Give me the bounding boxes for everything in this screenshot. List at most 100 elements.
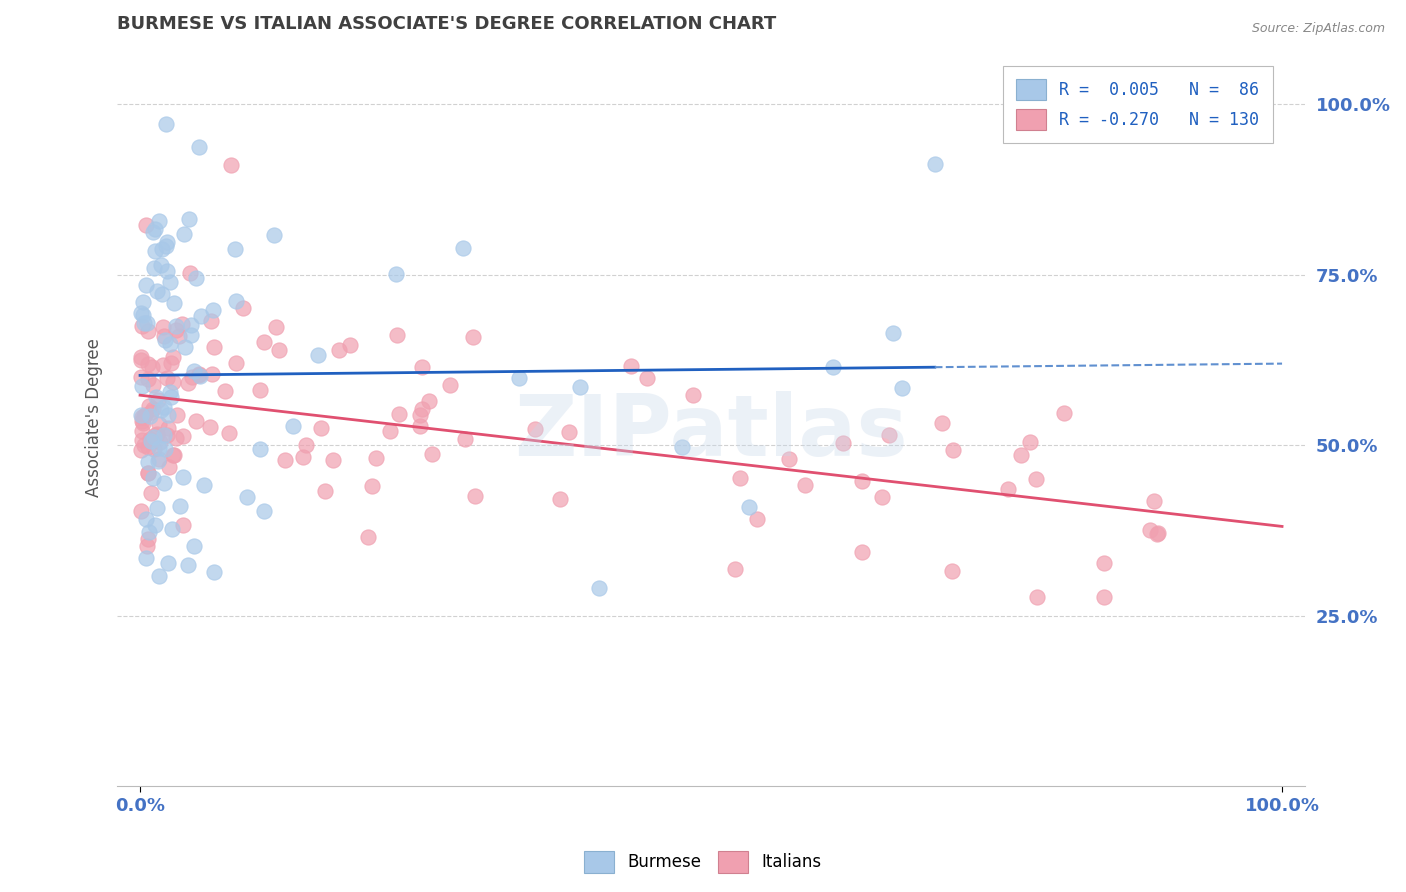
Point bbox=[388, 407, 411, 421]
Point bbox=[172, 470, 194, 484]
Point bbox=[136, 357, 159, 371]
Point bbox=[1143, 494, 1166, 508]
Point bbox=[1092, 590, 1115, 604]
Point bbox=[138, 466, 160, 480]
Point bbox=[730, 471, 752, 485]
Point bbox=[387, 327, 409, 342]
Point bbox=[794, 478, 817, 492]
Point bbox=[165, 318, 187, 333]
Point bbox=[747, 512, 769, 526]
Point bbox=[169, 499, 191, 513]
Point bbox=[131, 318, 153, 333]
Point bbox=[134, 438, 156, 452]
Point bbox=[180, 328, 202, 343]
Point bbox=[380, 424, 402, 438]
Point bbox=[156, 409, 179, 423]
Point bbox=[1026, 591, 1049, 605]
Point bbox=[156, 370, 179, 384]
Point bbox=[165, 323, 187, 337]
Point bbox=[588, 581, 610, 595]
Point bbox=[225, 357, 247, 371]
Point bbox=[129, 370, 152, 384]
Point bbox=[148, 441, 170, 455]
Point bbox=[174, 340, 197, 354]
Point bbox=[179, 266, 201, 280]
Point bbox=[266, 319, 288, 334]
Point bbox=[738, 500, 761, 514]
Point bbox=[153, 442, 176, 456]
Point bbox=[160, 523, 183, 537]
Point bbox=[439, 377, 461, 392]
Point bbox=[411, 401, 433, 416]
Point bbox=[129, 306, 152, 320]
Point bbox=[132, 294, 155, 309]
Point bbox=[159, 385, 181, 400]
Point bbox=[201, 367, 224, 381]
Point bbox=[129, 350, 152, 364]
Point bbox=[131, 425, 153, 439]
Legend: R =  0.005   N =  86, R = -0.270   N = 130: R = 0.005 N = 86, R = -0.270 N = 130 bbox=[1002, 65, 1272, 144]
Point bbox=[924, 157, 946, 171]
Point bbox=[253, 504, 276, 518]
Point bbox=[149, 434, 172, 449]
Point bbox=[249, 383, 271, 397]
Point bbox=[129, 352, 152, 367]
Point bbox=[138, 524, 160, 539]
Point bbox=[143, 221, 166, 235]
Point bbox=[225, 293, 247, 308]
Point bbox=[224, 242, 246, 256]
Point bbox=[143, 244, 166, 258]
Point bbox=[942, 442, 965, 457]
Point bbox=[201, 303, 224, 318]
Point bbox=[172, 429, 194, 443]
Point bbox=[138, 409, 160, 424]
Point bbox=[941, 564, 963, 578]
Point bbox=[292, 450, 315, 464]
Point bbox=[131, 414, 153, 428]
Point bbox=[179, 212, 201, 227]
Point bbox=[153, 333, 176, 347]
Point bbox=[148, 417, 170, 431]
Point bbox=[307, 348, 329, 362]
Point bbox=[153, 475, 176, 490]
Point bbox=[202, 340, 225, 354]
Point bbox=[870, 490, 893, 504]
Point bbox=[146, 427, 169, 442]
Point bbox=[139, 405, 162, 419]
Point bbox=[409, 408, 432, 422]
Point bbox=[172, 517, 194, 532]
Point bbox=[131, 433, 153, 447]
Point bbox=[166, 408, 188, 422]
Point bbox=[152, 400, 174, 414]
Point bbox=[464, 489, 486, 503]
Point bbox=[461, 329, 484, 343]
Point bbox=[184, 415, 207, 429]
Point bbox=[132, 316, 155, 330]
Point bbox=[411, 359, 433, 374]
Point bbox=[142, 377, 165, 392]
Point bbox=[274, 453, 297, 467]
Point bbox=[364, 450, 387, 465]
Point bbox=[931, 416, 953, 430]
Point bbox=[339, 337, 361, 351]
Point bbox=[524, 422, 547, 436]
Point bbox=[163, 448, 186, 462]
Point bbox=[162, 350, 184, 364]
Point bbox=[184, 271, 207, 285]
Point bbox=[129, 504, 152, 518]
Point bbox=[141, 359, 163, 374]
Point bbox=[1010, 448, 1032, 462]
Point bbox=[146, 284, 169, 298]
Point bbox=[141, 471, 163, 485]
Point bbox=[156, 264, 179, 278]
Point bbox=[145, 390, 167, 404]
Point bbox=[557, 425, 579, 439]
Point bbox=[150, 286, 173, 301]
Point bbox=[193, 477, 215, 491]
Point bbox=[882, 326, 904, 340]
Point bbox=[281, 419, 304, 434]
Point bbox=[232, 301, 254, 315]
Point bbox=[891, 381, 914, 395]
Point bbox=[200, 313, 222, 327]
Point bbox=[1053, 406, 1076, 420]
